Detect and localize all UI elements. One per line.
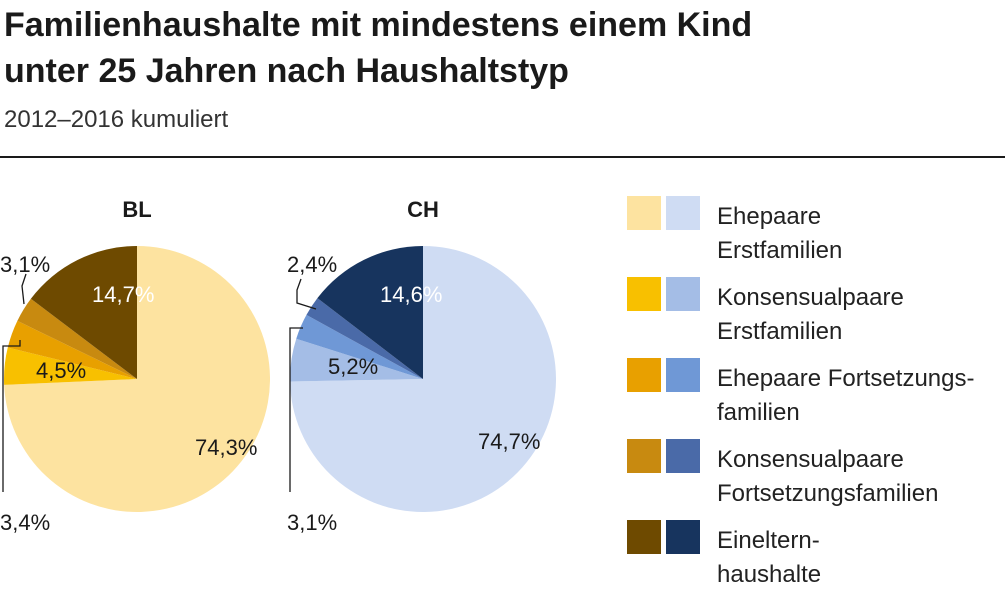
legend-label-line: Eineltern-	[717, 527, 820, 554]
data-label-bl-0: 74,3%	[195, 435, 257, 460]
pie-title-ch: CH	[407, 197, 439, 222]
legend-swatch	[666, 277, 700, 311]
pie-slice-bl-4	[30, 246, 137, 379]
pie-title-bl: BL	[122, 197, 151, 222]
legend-swatch	[666, 520, 700, 554]
leader-line-bl-3	[21, 273, 27, 305]
title-line-1: Familienhaushalte mit mindestens einem K…	[4, 6, 753, 44]
pie-slice-bl-3	[17, 298, 138, 379]
legend-swatch	[666, 439, 700, 473]
legend-label-line: Ehepaare Fortsetzungs-	[717, 365, 975, 392]
legend-swatch	[627, 358, 661, 392]
data-label-ch-4: 14,6%	[380, 282, 442, 307]
legend-label: Ehepaare Erstfamilien	[717, 200, 1005, 268]
pie-slice-bl-1	[4, 347, 137, 385]
legend-swatch	[666, 358, 700, 392]
pie-slice-bl-0	[4, 246, 271, 512]
data-label-bl-1: 4,5%	[36, 358, 86, 383]
legend-swatch	[627, 277, 661, 311]
legend-swatch	[627, 520, 661, 554]
data-label-ch-3: 2,4%	[287, 252, 337, 277]
legend-swatch	[666, 196, 700, 230]
leader-line-ch-2	[289, 327, 303, 492]
pie-slice-bl-2	[7, 320, 137, 379]
title-line-2: unter 25 Jahren nach Haushaltstyp	[4, 52, 569, 90]
pie-charts: BL 74,3% 4,5% 3,4% 3,1% 14,7% CH 74,7% 5,2% 3,1% 2…	[0, 197, 556, 535]
legend-label-line: Fortsetzungsfamilien	[717, 480, 939, 507]
legend-label-line: Ehepaare	[717, 203, 822, 230]
pie-slice-ch-4	[317, 246, 423, 379]
legend-label-line: Konsensualpaare	[717, 284, 904, 311]
legend-label-line: Erstfamilien	[717, 318, 843, 345]
header-divider	[0, 156, 1005, 158]
data-label-bl-2: 3,4%	[0, 510, 50, 535]
data-label-ch-0: 74,7%	[478, 429, 540, 454]
pie-slice-ch-2	[296, 314, 423, 379]
legend-label-line: Konsensualpaare	[717, 446, 904, 473]
legend-label: Konsensualpaare Fortsetzungsfamilien	[717, 443, 1005, 511]
legend-swatch	[627, 439, 661, 473]
pie-slice-ch-1	[289, 338, 423, 382]
data-label-ch-2: 3,1%	[287, 510, 337, 535]
data-label-bl-3: 3,1%	[0, 252, 50, 277]
legend-label: Ehepaare Fortsetzungs-familien	[717, 362, 1005, 430]
legend-label-line: haushalte	[717, 561, 822, 588]
legend-label-line: familien	[717, 399, 800, 426]
chart-subtitle: 2012–2016 kumuliert	[4, 106, 229, 133]
legend-label-line: Erstfamilien	[717, 237, 843, 264]
legend-label: Konsensualpaare Erstfamilien	[717, 281, 1005, 349]
data-label-bl-4: 14,7%	[92, 282, 154, 307]
chart-title: Familienhaushalte mit mindestens einem K…	[4, 2, 994, 94]
pie-slice-ch-0	[290, 246, 556, 512]
leader-line-bl-2	[2, 340, 21, 492]
pie-slice-ch-3	[306, 298, 423, 379]
legend-swatch	[627, 196, 661, 230]
data-label-ch-1: 5,2%	[328, 354, 378, 379]
legend-label: Eineltern-haushalte	[717, 524, 1005, 592]
leader-line-ch-3	[296, 278, 317, 310]
